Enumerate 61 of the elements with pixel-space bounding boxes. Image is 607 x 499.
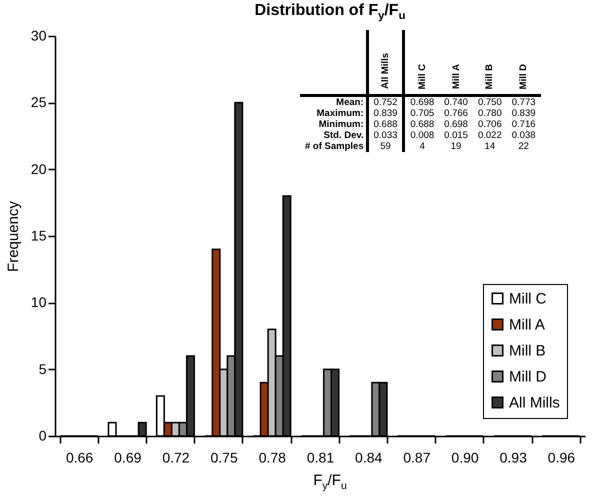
x-tick-label: 0.75 [210,450,238,466]
annotation: 0.740 [443,96,469,108]
annotation: 0.750 [476,96,503,108]
annotation: 0.705 [409,108,436,119]
annotation: Maximum: [300,108,368,119]
annotation: 4 [418,141,426,152]
annotation: Mill A [450,64,462,89]
annotation: 0.688 [409,119,436,130]
annotation: 0.706 [476,119,503,130]
y-axis-title: Frequency [4,200,22,272]
x-tick-label: 0.72 [162,450,190,466]
annotation: 0.015 [443,130,469,141]
x-tick-label: 0.66 [66,450,94,466]
annotation: 0.766 [443,108,469,119]
y-tick-label: 25 [30,94,47,110]
annotation: 14 [484,141,496,152]
annotation: 0.688 [367,119,404,130]
y-tick-label: 20 [30,160,47,177]
legend-label: Mill D [509,368,547,386]
annotation: 0.780 [476,108,503,119]
annotation: Std. Dev. [300,130,368,141]
x-tick-label: 0.87 [403,450,431,466]
annotation: All Mills [380,53,391,89]
annotation: 59 [367,141,404,152]
annotation: 22 [517,141,530,152]
annotation: 0.698 [409,96,436,108]
legend-label: Mill A [509,316,545,334]
legend-label: Mill C [509,290,547,308]
y-tick-label: 5 [38,360,47,377]
x-axis-title: F$_{y}$/F$_{u}$ [312,472,348,492]
x-tick-label: 0.69 [114,450,142,466]
y-tick-label: 0 [38,428,47,444]
annotation: 0.022 [476,130,503,141]
annotation: 0.773 [510,96,537,108]
chart-title: Distribution of F$_{y}$/F$_{u}$ [254,2,406,22]
x-tick-label: 0.90 [451,450,479,466]
y-tick-label: 10 [30,294,47,310]
annotation: 0.698 [443,119,469,130]
x-tick-label: 0.96 [548,450,576,466]
annotation: Minimum: [300,119,368,130]
legend-label: All Mills [509,394,560,412]
y-tick-label: 15 [30,228,47,244]
annotation: # of Samples [300,141,368,152]
annotation: 0.038 [510,130,537,141]
annotation: Mill D [518,64,530,89]
annotation: 19 [450,141,462,152]
legend-label: Mill B [509,342,546,360]
y-tick-label: 30 [30,28,47,44]
x-tick-label: 0.81 [306,450,334,466]
annotation: Mill B [484,64,496,89]
annotation: 0.839 [510,108,537,119]
x-tick-label: 0.93 [500,450,528,466]
annotation: 0.716 [510,119,537,130]
annotation: 0.752 [367,96,404,108]
annotation: 0.008 [409,130,436,141]
annotation: Mean: [300,96,368,108]
annotation: 0.839 [367,108,404,119]
x-tick-label: 0.84 [355,450,383,466]
annotation: Mill C [416,64,428,89]
x-tick-label: 0.78 [258,450,286,466]
annotation: 0.033 [367,130,404,141]
